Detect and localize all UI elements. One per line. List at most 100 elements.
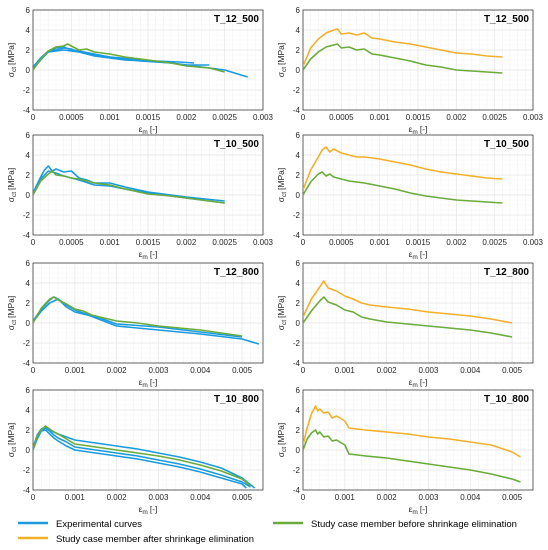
series-line-after (303, 28, 503, 67)
x-tick-label: 0.001 (65, 366, 86, 375)
y-tick-label: 4 (26, 279, 31, 288)
y-tick-label: 0 (296, 191, 301, 200)
x-tick-label: 0.003 (523, 113, 544, 122)
series-line-before (303, 296, 513, 338)
x-tick-label: 0.004 (460, 493, 481, 502)
series-line-before (33, 296, 243, 337)
y-tick-label: -4 (293, 359, 301, 368)
y-tick-label: 0 (296, 66, 301, 75)
panel-t_12_800-left: 0 0.001 0.002 0.003 0.004 0.005 -4 -2 0 2 4 6 T_12_8… (6, 259, 264, 389)
y-tick-label: 6 (296, 131, 301, 140)
y-tick-label: 4 (26, 26, 31, 35)
x-tick-label: 0.0005 (329, 113, 354, 122)
y-tick-label: -2 (23, 339, 31, 348)
panel-title: T_10_800 (214, 394, 259, 405)
x-tick-label: 0.003 (253, 238, 274, 247)
panel-t_10_800-left: 0 0.001 0.002 0.003 0.004 0.005 -4 -2 0 2 4 6 T_10_8… (6, 386, 264, 516)
y-tick-label: -4 (23, 486, 31, 495)
y-axis-label: σct[MPa] (6, 43, 18, 78)
x-tick-label: 0.003 (148, 493, 169, 502)
x-tick-label: 0 (301, 366, 306, 375)
y-tick-label: 6 (26, 131, 31, 140)
y-axis-label: σct[MPa] (276, 43, 288, 78)
x-tick-label: 0.003 (523, 238, 544, 247)
x-axis-label: εm [-] (139, 377, 158, 389)
y-tick-label: -4 (23, 106, 31, 115)
x-tick-label: 0.002 (377, 493, 398, 502)
plot-frame (32, 134, 264, 236)
x-tick-label: 0.0005 (59, 238, 84, 247)
x-tick-label: 0 (301, 238, 306, 247)
series-line-after (303, 280, 513, 324)
x-tick-label: 0.002 (176, 238, 197, 247)
legend-label-before: Study case member before shrinkage elimi… (311, 519, 517, 530)
x-tick-label: 0.001 (100, 238, 121, 247)
y-tick-label: -4 (293, 106, 301, 115)
panel-t_10_500-right: 0 0.0005 0.001 0.0015 0.002 0.0025 0.003 -4 -2 0 2… (276, 131, 544, 261)
x-axis-label: εm [-] (139, 249, 158, 261)
y-tick-label: 2 (296, 171, 301, 180)
panel-t_12_500-right: 0 0.0005 0.001 0.0015 0.002 0.0025 0.003 -4 -2 0 2… (276, 6, 544, 136)
x-tick-label: 0.0025 (212, 113, 237, 122)
y-tick-label: 6 (296, 6, 301, 15)
x-axis-label: εm [-] (409, 504, 428, 516)
y-tick-label: 6 (26, 259, 31, 268)
x-tick-label: 0 (31, 366, 36, 375)
y-tick-label: 2 (296, 299, 301, 308)
plot-frame (32, 9, 264, 111)
x-tick-label: 0.0015 (406, 238, 431, 247)
legend-label-experimental: Experimental curves (56, 519, 142, 530)
x-tick-label: 0.004 (190, 366, 211, 375)
x-tick-label: 0.0015 (136, 113, 161, 122)
panel-t_10_800-right: 0 0.001 0.002 0.003 0.004 0.005 -4 -2 0 2 4 6 T_10_8… (276, 386, 534, 516)
series-line-experimental (33, 427, 251, 488)
y-tick-label: 6 (296, 259, 301, 268)
panel-title: T_10_800 (484, 394, 529, 405)
x-tick-label: 0.003 (418, 493, 439, 502)
x-tick-label: 0.0025 (482, 113, 507, 122)
panel-t_12_500-left: 0 0.0005 0.001 0.0015 0.002 0.0025 0.003 -4 -2 0 2… (6, 6, 274, 136)
y-axis-label: σct[MPa] (6, 168, 18, 203)
y-tick-label: 6 (26, 6, 31, 15)
series-line-experimental (33, 165, 225, 202)
series-line-after (303, 405, 521, 458)
x-tick-label: 0.001 (65, 493, 86, 502)
series-line-before (33, 43, 225, 73)
x-tick-label: 0.001 (100, 113, 121, 122)
y-axis-label: σct[MPa] (276, 423, 288, 458)
panel-title: T_10_500 (214, 139, 259, 150)
y-tick-label: -2 (293, 466, 301, 475)
y-tick-label: -4 (23, 359, 31, 368)
y-tick-label: 4 (26, 406, 31, 415)
series-line-experimental (33, 298, 243, 338)
x-axis-label: εm [-] (139, 124, 158, 136)
y-tick-label: 2 (26, 299, 31, 308)
y-tick-label: 2 (26, 426, 31, 435)
legend: Experimental curves Study case member be… (18, 519, 517, 545)
y-tick-label: 4 (296, 406, 301, 415)
plot-frame (32, 262, 264, 364)
x-tick-label: 0 (301, 113, 306, 122)
series-line-before (33, 170, 225, 204)
x-tick-label: 0.0025 (212, 238, 237, 247)
series-line-before (303, 43, 503, 74)
series-line-experimental (33, 429, 247, 489)
panel-title: T_12_500 (214, 14, 259, 25)
x-axis-label: εm [-] (409, 124, 428, 136)
x-tick-label: 0.002 (107, 366, 128, 375)
y-axis-label: σct[MPa] (6, 423, 18, 458)
x-tick-label: 0.001 (370, 113, 391, 122)
y-tick-label: -2 (293, 86, 301, 95)
y-tick-label: 0 (26, 66, 31, 75)
y-tick-label: 2 (26, 46, 31, 55)
x-tick-label: 0.001 (335, 493, 356, 502)
x-tick-label: 0.004 (460, 366, 481, 375)
x-tick-label: 0 (301, 493, 306, 502)
x-tick-label: 0.002 (377, 366, 398, 375)
y-tick-label: 0 (296, 446, 301, 455)
plot-frame (302, 9, 534, 111)
series-line-before (33, 425, 251, 487)
y-tick-label: 6 (26, 386, 31, 395)
x-tick-label: 0 (31, 113, 36, 122)
y-tick-label: 0 (26, 191, 31, 200)
